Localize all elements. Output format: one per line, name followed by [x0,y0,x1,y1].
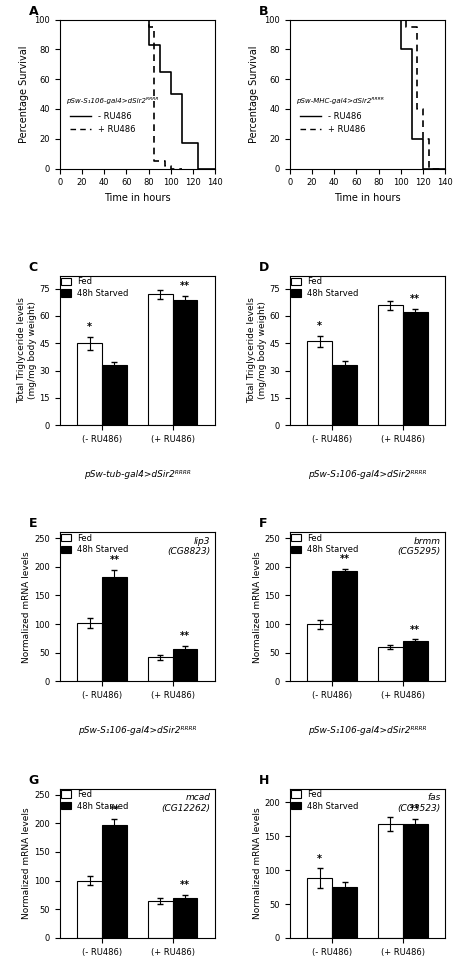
Bar [403,641,428,682]
Text: F: F [259,518,267,531]
Text: pSw-S₁106-gal4>dSir2ᴿᴿᴿᴿ: pSw-S₁106-gal4>dSir2ᴿᴿᴿᴿ [66,97,158,105]
Y-axis label: Normalized mRNA levels: Normalized mRNA levels [252,808,262,919]
Bar [332,887,357,938]
X-axis label: Time in hours: Time in hours [104,192,171,203]
Text: **: ** [410,804,420,814]
Y-axis label: Percentage Survival: Percentage Survival [19,45,28,143]
Bar [332,572,357,682]
Bar [148,901,173,938]
Bar [332,365,357,425]
Text: **: ** [410,294,420,304]
Bar [403,824,428,938]
Text: **: ** [109,805,119,815]
Bar [77,880,102,938]
Text: **: ** [180,880,190,890]
Bar [378,647,403,682]
Bar [102,825,127,938]
Bar [77,343,102,425]
Y-axis label: Normalized mRNA levels: Normalized mRNA levels [252,551,262,662]
Legend: Fed, 48h Starved: Fed, 48h Starved [291,790,359,811]
Text: B: B [259,5,268,18]
Text: **: ** [109,555,119,566]
Text: pSw-tub-gal4>dSir2ᴿᴿᴿᴿ: pSw-tub-gal4>dSir2ᴿᴿᴿᴿ [84,470,191,479]
Bar [77,623,102,682]
Text: pSw-S₁106-gal4>dSir2ᴿᴿᴿᴿ: pSw-S₁106-gal4>dSir2ᴿᴿᴿᴿ [308,726,427,736]
Text: *: * [87,322,92,332]
Text: lip3
(CG8823): lip3 (CG8823) [167,537,211,556]
Y-axis label: Total Triglyceride levels
(mg/mg body weight): Total Triglyceride levels (mg/mg body we… [247,298,267,404]
Bar [378,824,403,938]
Bar [148,294,173,425]
Text: D: D [259,261,269,275]
Y-axis label: Total Triglyceride levels
(mg/mg body weight): Total Triglyceride levels (mg/mg body we… [17,298,37,404]
Text: *: * [317,321,322,331]
Text: C: C [28,261,38,275]
Y-axis label: Percentage Survival: Percentage Survival [249,45,259,143]
Text: pSw-S₁106-gal4>dSir2ᴿᴿᴿᴿ: pSw-S₁106-gal4>dSir2ᴿᴿᴿᴿ [308,470,427,479]
Text: **: ** [180,631,190,642]
Legend: Fed, 48h Starved: Fed, 48h Starved [291,533,359,554]
Legend: - RU486, + RU486: - RU486, + RU486 [297,108,369,138]
Bar [173,898,197,938]
Bar [173,649,197,682]
Legend: - RU486, + RU486: - RU486, + RU486 [67,108,139,138]
Legend: Fed, 48h Starved: Fed, 48h Starved [61,533,129,554]
Text: E: E [28,518,37,531]
Legend: Fed, 48h Starved: Fed, 48h Starved [61,790,129,811]
Bar [102,576,127,682]
Text: G: G [28,774,39,786]
Text: **: ** [180,281,190,291]
Bar [148,658,173,682]
X-axis label: Time in hours: Time in hours [334,192,401,203]
Bar [378,305,403,425]
Y-axis label: Normalized mRNA levels: Normalized mRNA levels [22,551,31,662]
Bar [308,624,332,682]
Text: *: * [317,854,322,864]
Bar [403,313,428,425]
Bar [308,341,332,425]
Legend: Fed, 48h Starved: Fed, 48h Starved [61,277,129,298]
Text: **: ** [410,624,420,635]
Text: pSw-MHC-gal4>dSir2ᴿᴿᴿᴿ: pSw-MHC-gal4>dSir2ᴿᴿᴿᴿ [296,97,384,105]
Bar [102,365,127,425]
Text: fas
(CG3523): fas (CG3523) [397,793,441,813]
Text: A: A [28,5,38,18]
Text: H: H [259,774,269,786]
Legend: Fed, 48h Starved: Fed, 48h Starved [291,277,359,298]
Y-axis label: Normalized mRNA levels: Normalized mRNA levels [22,808,31,919]
Text: pSw-S₁106-gal4>dSir2ᴿᴿᴿᴿ: pSw-S₁106-gal4>dSir2ᴿᴿᴿᴿ [78,726,196,736]
Text: mcad
(CG12262): mcad (CG12262) [162,793,211,813]
Bar [173,300,197,425]
Bar [308,878,332,938]
Text: **: ** [340,554,350,564]
Text: brmm
(CG5295): brmm (CG5295) [397,537,441,556]
